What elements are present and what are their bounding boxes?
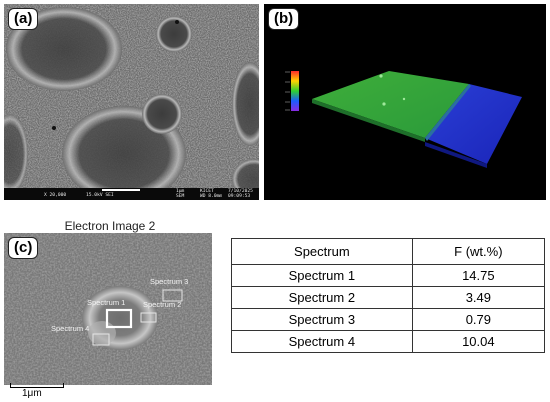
spectrum-3-box xyxy=(162,289,183,302)
sem-voltage: 15.0kV SEI xyxy=(86,193,114,198)
sem-organization: KICET xyxy=(200,189,214,194)
electron-image xyxy=(4,233,212,385)
column-header-f-wt: F (wt.%) xyxy=(411,238,546,265)
sem-micrograph-image xyxy=(4,4,259,200)
sem-micrograph-panel: X 20,000 15.0kV SEI 1μm SEM WD 8.0mm KIC… xyxy=(4,4,259,200)
spectrum-name-cell: Spectrum 4 xyxy=(231,330,413,353)
panel-c-label: (c) xyxy=(8,237,39,259)
spectrum-1-box xyxy=(105,308,133,329)
spectrum-2-label: Spectrum 2 xyxy=(143,300,182,309)
table-header-row: Spectrum F (wt.%) xyxy=(231,238,546,265)
electron-image-title: Electron Image 2 xyxy=(64,219,156,233)
lower-region xyxy=(425,84,522,164)
elevated-region xyxy=(312,71,469,138)
column-header-spectrum: Spectrum xyxy=(231,238,413,265)
sem-scale-bar xyxy=(102,189,140,191)
f-value-cell: 0.79 xyxy=(411,308,546,331)
spectrum-name-cell: Spectrum 3 xyxy=(231,308,413,331)
f-value-cell: 10.04 xyxy=(411,330,546,353)
electron-image-scale-bar xyxy=(10,383,64,388)
table-row: Spectrum 1 14.75 xyxy=(231,264,546,287)
panel-b-label: (b) xyxy=(268,8,300,30)
sem-scale-label: 1μm xyxy=(176,189,185,194)
spectrum-4-label: Spectrum 4 xyxy=(51,324,90,333)
sem-mode: SEM xyxy=(176,194,185,199)
f-value-cell: 14.75 xyxy=(411,264,546,287)
height-color-scale xyxy=(291,71,299,111)
panel-a-label: (a) xyxy=(8,8,39,30)
spectrum-name-cell: Spectrum 2 xyxy=(231,286,413,309)
surface-profile-panel: (b) xyxy=(264,4,546,200)
spectrum-name-cell: Spectrum 1 xyxy=(231,264,413,287)
sem-working-distance: WD 8.0mm xyxy=(200,194,223,199)
sem-info-bar: X 20,000 15.0kV SEI 1μm SEM WD 8.0mm KIC… xyxy=(4,188,259,200)
f-value-cell: 3.49 xyxy=(411,286,546,309)
table-row: Spectrum 2 3.49 xyxy=(231,286,546,309)
table-row: Spectrum 3 0.79 xyxy=(231,308,546,331)
surface-profile-3d-image xyxy=(264,4,546,200)
table-row: Spectrum 4 10.04 xyxy=(231,330,546,353)
spectrum-2-box xyxy=(140,312,157,323)
sem-magnification: X 20,000 xyxy=(44,193,67,198)
sem-time: 09:09:53 xyxy=(228,194,251,199)
spectrum-1-label: Spectrum 1 xyxy=(87,298,126,307)
spectrum-4-box xyxy=(92,333,110,346)
sem-date: 7/10/2025 xyxy=(228,189,253,194)
electron-image-panel: Spectrum 1 Spectrum 2 Spectrum 3 Spectru… xyxy=(4,233,212,385)
electron-image-scale-label: 1μm xyxy=(22,388,42,399)
spectrum-3-label: Spectrum 3 xyxy=(150,277,189,286)
spectrum-table: Spectrum F (wt.%) Spectrum 1 14.75 Spect… xyxy=(231,238,546,353)
